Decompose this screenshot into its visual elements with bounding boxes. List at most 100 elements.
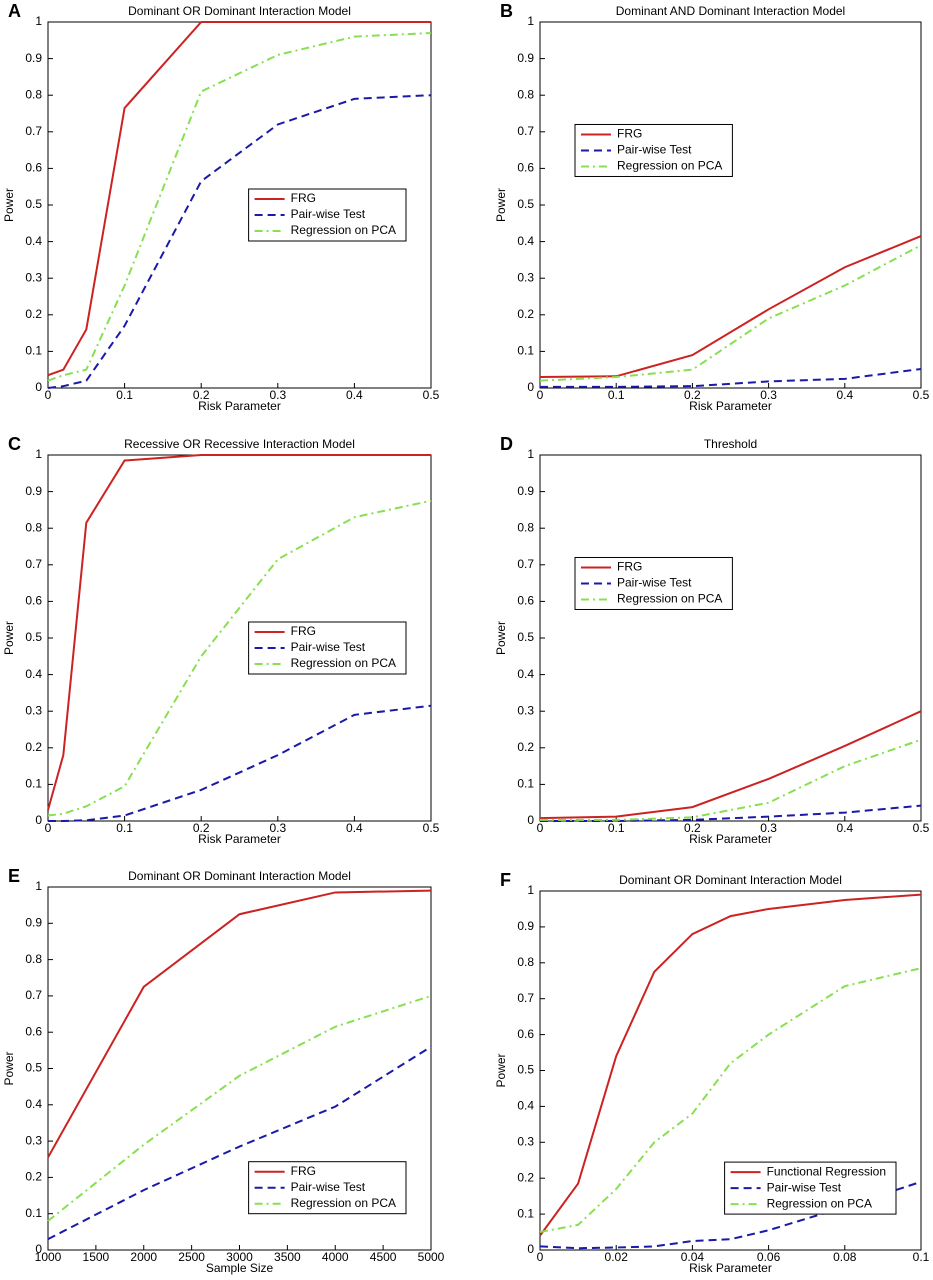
x-tick-label: 0.1: [116, 821, 133, 835]
y-axis-label: Power: [494, 1053, 508, 1087]
legend-label: Pair-wise Test: [291, 1180, 366, 1194]
y-axis-label: Power: [2, 188, 16, 222]
x-tick-label: 0.5: [423, 821, 440, 835]
y-tick-label: 0.8: [517, 955, 534, 969]
x-tick-label: 0.2: [684, 821, 701, 835]
y-tick-label: 0.8: [517, 520, 534, 534]
y-tick-label: 1: [527, 883, 534, 897]
chart-title: Dominant AND Dominant Interaction Model: [616, 4, 845, 18]
legend-label: FRG: [617, 560, 642, 574]
y-tick-label: 0.2: [25, 740, 42, 754]
y-tick-label: 0.2: [517, 307, 534, 321]
y-tick-label: 0.6: [25, 161, 42, 175]
y-tick-label: 0.8: [517, 87, 534, 101]
chart-title: Dominant OR Dominant Interaction Model: [128, 869, 351, 883]
legend-label: FRG: [291, 1164, 316, 1178]
series-line: [47, 499, 432, 817]
legend: FRG Pair-wise Test Regression on PCA: [248, 621, 407, 675]
series-line: [540, 738, 922, 821]
y-tick-label: 0.2: [25, 307, 42, 321]
y-tick-label: 0.1: [517, 344, 534, 358]
series-line: [47, 21, 431, 377]
y-tick-label: 0.3: [25, 1133, 42, 1147]
y-tick-label: 1: [35, 879, 42, 893]
legend: Functional Regression Pair-wise Test Regre…: [724, 1161, 897, 1215]
series-line: [539, 710, 922, 820]
series-line: [47, 454, 431, 811]
x-tick-label: 0.5: [423, 388, 440, 402]
y-tick-label: 0.9: [517, 484, 534, 498]
y-tick-label: 1: [527, 14, 534, 28]
y-tick-label: 0.6: [517, 161, 534, 175]
y-tick-label: 0.7: [517, 991, 534, 1005]
y-tick-label: 0.3: [517, 703, 534, 717]
legend: FRG Pair-wise Test Regression on PCA: [248, 1161, 407, 1215]
y-tick-label: 0: [527, 813, 534, 827]
x-tick-label: 0.1: [608, 388, 625, 402]
panel: C Recessive OR Recessive Interaction Mode…: [2, 434, 439, 846]
series-line: [539, 893, 922, 1237]
y-tick-label: 0.4: [517, 667, 534, 681]
x-tick-label: 0: [537, 821, 544, 835]
x-tick-label: 5000: [418, 1250, 445, 1264]
panel: F Dominant OR Dominant Interaction Model R…: [494, 870, 929, 1275]
x-axis-label: Risk Parameter: [198, 832, 281, 846]
y-tick-label: 0.9: [517, 51, 534, 65]
x-tick-label: 0.3: [269, 388, 286, 402]
y-tick-label: 0.7: [25, 988, 42, 1002]
y-tick-label: 0.8: [25, 87, 42, 101]
y-tick-label: 1: [35, 447, 42, 461]
legend-label: Pair-wise Test: [617, 576, 692, 590]
y-tick-label: 0.1: [25, 1206, 42, 1220]
x-tick-label: 0.06: [757, 1250, 781, 1264]
panel: E Dominant OR Dominant Interaction Model S…: [2, 866, 444, 1275]
y-tick-label: 0.4: [25, 667, 42, 681]
y-tick-label: 0.4: [517, 234, 534, 248]
legend-label: Pair-wise Test: [291, 207, 366, 221]
x-tick-label: 1500: [83, 1250, 110, 1264]
x-tick-label: 1000: [35, 1250, 62, 1264]
series-line: [47, 94, 432, 389]
x-tick-label: 0: [537, 388, 544, 402]
x-tick-label: 0.5: [913, 388, 930, 402]
x-tick-label: 0.3: [760, 388, 777, 402]
legend-label: Pair-wise Test: [617, 143, 692, 157]
x-tick-label: 0.04: [681, 1250, 705, 1264]
chart-title: Dominant OR Dominant Interaction Model: [128, 4, 351, 18]
x-axis-label: Risk Parameter: [689, 1261, 772, 1275]
legend-label: FRG: [617, 127, 642, 141]
panel-label: C: [8, 434, 21, 454]
x-tick-label: 0.2: [684, 388, 701, 402]
y-tick-label: 0: [527, 380, 534, 394]
plot-frame: [539, 454, 922, 822]
x-tick-label: 2500: [178, 1250, 205, 1264]
x-tick-label: 4000: [322, 1250, 349, 1264]
series-line: [539, 967, 922, 1234]
y-tick-label: 0: [35, 380, 42, 394]
y-tick-label: 0.1: [517, 777, 534, 791]
x-tick-label: 3000: [226, 1250, 253, 1264]
series-line: [47, 31, 432, 382]
y-tick-label: 0: [35, 1242, 42, 1256]
series-line: [540, 804, 922, 822]
panel-label: A: [8, 1, 21, 21]
y-tick-label: 0: [527, 1242, 534, 1256]
legend-label: Pair-wise Test: [767, 1180, 842, 1194]
x-axis-label: Risk Parameter: [689, 399, 772, 413]
y-axis-label: Power: [2, 1051, 16, 1085]
y-tick-label: 0.4: [517, 1099, 534, 1113]
y-axis-label: Power: [494, 188, 508, 222]
y-tick-label: 0.5: [517, 630, 534, 644]
series-line: [47, 1045, 432, 1241]
panel-label: D: [500, 434, 513, 454]
y-tick-label: 0.7: [517, 557, 534, 571]
y-tick-label: 0.7: [517, 124, 534, 138]
y-tick-label: 0.9: [25, 484, 42, 498]
x-tick-label: 0.5: [913, 821, 930, 835]
legend-label: Regression on PCA: [291, 223, 396, 237]
chart-title: Dominant OR Dominant Interaction Model: [619, 873, 842, 887]
x-tick-label: 0.2: [193, 388, 210, 402]
y-tick-label: 0.4: [25, 1097, 42, 1111]
x-tick-label: 0.1: [608, 821, 625, 835]
y-tick-label: 0.7: [25, 557, 42, 571]
